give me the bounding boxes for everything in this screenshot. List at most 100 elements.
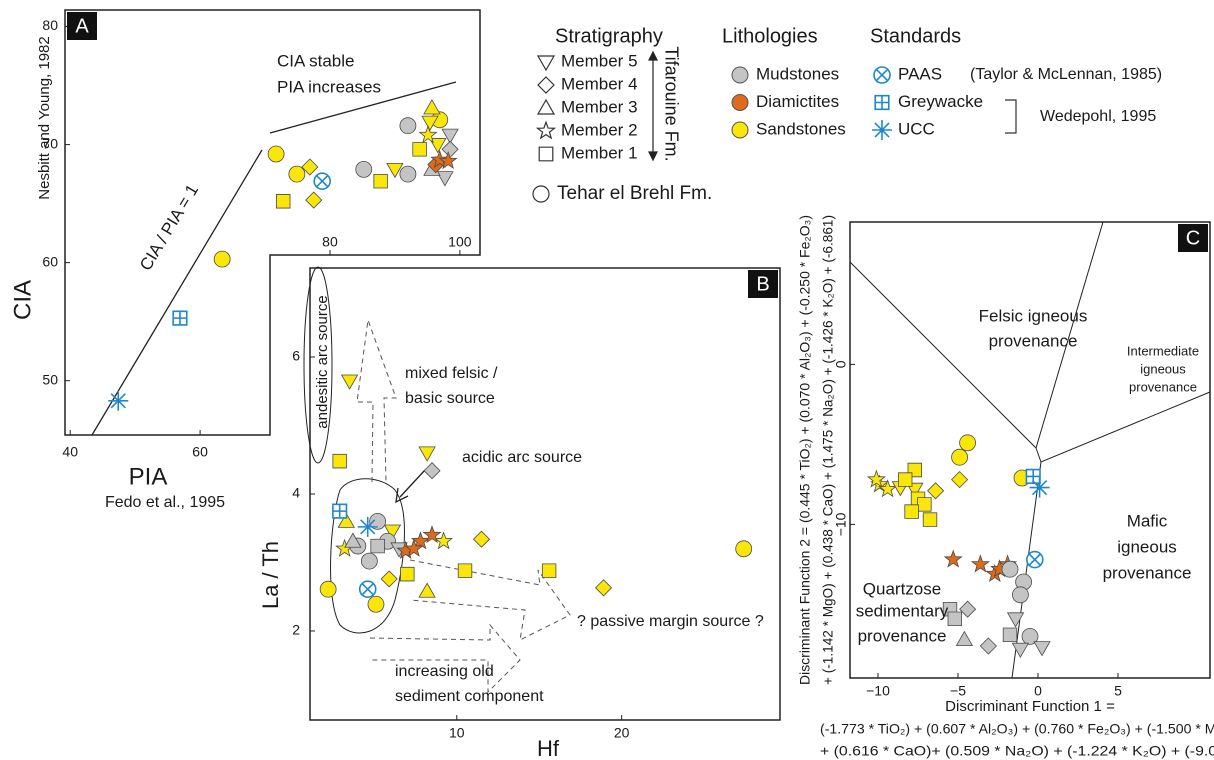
data-point [927, 482, 945, 500]
data-point [288, 165, 306, 183]
panel-label: A [75, 15, 89, 37]
data-point [360, 552, 378, 570]
data-point [1011, 642, 1030, 659]
x-axis-label: PIA [129, 463, 168, 490]
y-tick-label: −10 [833, 512, 849, 536]
annotation: mixed felsic / [405, 365, 498, 382]
y-axis-label: La / Th [258, 541, 283, 609]
y-tick-label: 6 [292, 348, 300, 364]
data-point [367, 595, 385, 613]
formation-label: Tifarouine Fm. [661, 46, 681, 161]
reference-bracket [1005, 99, 1017, 134]
data-point [430, 149, 450, 168]
x-tick-label: −10 [866, 683, 890, 699]
data-point [959, 434, 977, 452]
data-point [357, 516, 378, 537]
legend-label: Greywacke [898, 92, 983, 111]
data-point [400, 566, 415, 582]
data-point [418, 582, 436, 598]
data-point [1033, 641, 1051, 657]
y-axis-label: Nesbitt and Young, 1982 [36, 36, 53, 199]
data-point [355, 161, 373, 178]
x-tick-label: 5 [1114, 683, 1122, 699]
reference: Wedepohl, 1995 [1040, 108, 1156, 125]
reference: (Taylor & McLennan, 1985) [970, 66, 1162, 83]
data-point [213, 250, 231, 268]
annotation: ? passive margin source ? [577, 613, 764, 630]
data-point [904, 504, 919, 519]
x-tick-label: 10 [449, 725, 465, 741]
y-tick-label: 0 [833, 360, 849, 368]
region-outline [330, 478, 405, 634]
data-point [332, 453, 347, 469]
data-point [412, 142, 427, 157]
data-point [457, 563, 473, 578]
data-point [108, 390, 129, 411]
data-point [369, 513, 387, 530]
x-axis-label: Discriminant Function 1 = [945, 698, 1115, 715]
annotation: igneous [1140, 361, 1186, 376]
data-point [1006, 612, 1025, 628]
annotation: CIA stable [277, 51, 355, 70]
data-point [421, 115, 439, 131]
data-point [951, 448, 969, 466]
data-point [404, 538, 424, 557]
data-point [313, 172, 331, 190]
annotation: provenance [1103, 563, 1192, 582]
legend-title: Stratigraphy [555, 25, 663, 47]
data-point [319, 580, 337, 598]
legend-label: Sandstones [756, 119, 846, 138]
panel-frame [64, 9, 481, 436]
data-point [386, 162, 404, 179]
legend-marker [872, 120, 892, 140]
annotation: Felsic igneous [979, 306, 1088, 325]
y-tick-label: 2 [292, 622, 300, 638]
data-point [399, 117, 417, 135]
legend-marker [532, 185, 550, 203]
data-point [438, 151, 458, 170]
region-outline [91, 81, 457, 436]
annotation: sedimentary [856, 601, 949, 620]
x-axis-label: (-1.773 * TiO₂) + (0.607 * Al₂O₃) + (0.7… [820, 721, 1214, 737]
x-axis-label: Hf [537, 736, 560, 760]
x-axis-label: Fedo et al., 1995 [105, 494, 225, 511]
data-point [866, 469, 886, 488]
legend-marker [873, 66, 891, 84]
annotation: basic source [405, 390, 495, 407]
annotation: PIA increases [277, 77, 381, 96]
data-point [399, 165, 417, 183]
data-point [429, 138, 447, 154]
data-point [370, 538, 385, 554]
annotation: increasing old [395, 663, 494, 680]
y-axis-label: CIA [9, 280, 36, 320]
legend-marker [537, 76, 555, 94]
legend-label: Mudstones [756, 64, 839, 83]
data-point [344, 532, 362, 548]
legend-marker [535, 120, 557, 140]
legend-marker [731, 121, 749, 139]
legend-label: UCC [898, 119, 935, 138]
x-tick-label: 60 [192, 444, 208, 460]
panel-frame [849, 221, 1211, 679]
region-outline [395, 469, 426, 504]
data-point [410, 531, 431, 550]
data-point [422, 525, 442, 544]
annotation: Intermediate [1127, 343, 1199, 358]
data-point [955, 630, 974, 646]
data-point [917, 497, 932, 512]
region-outline [303, 266, 333, 464]
legend-label: PAAS [898, 64, 942, 83]
data-point [594, 579, 613, 597]
data-point [267, 145, 285, 163]
y-tick-label: 50 [42, 371, 58, 387]
data-point [423, 462, 441, 480]
data-point [423, 99, 441, 115]
data-point [951, 471, 969, 489]
data-point [340, 374, 359, 390]
x-tick-label: 80 [322, 234, 338, 250]
data-point [434, 531, 454, 550]
legend-label: Tehar el Brehl Fm. [557, 183, 712, 204]
x-tick-label: 40 [62, 444, 78, 460]
data-point [380, 570, 398, 588]
